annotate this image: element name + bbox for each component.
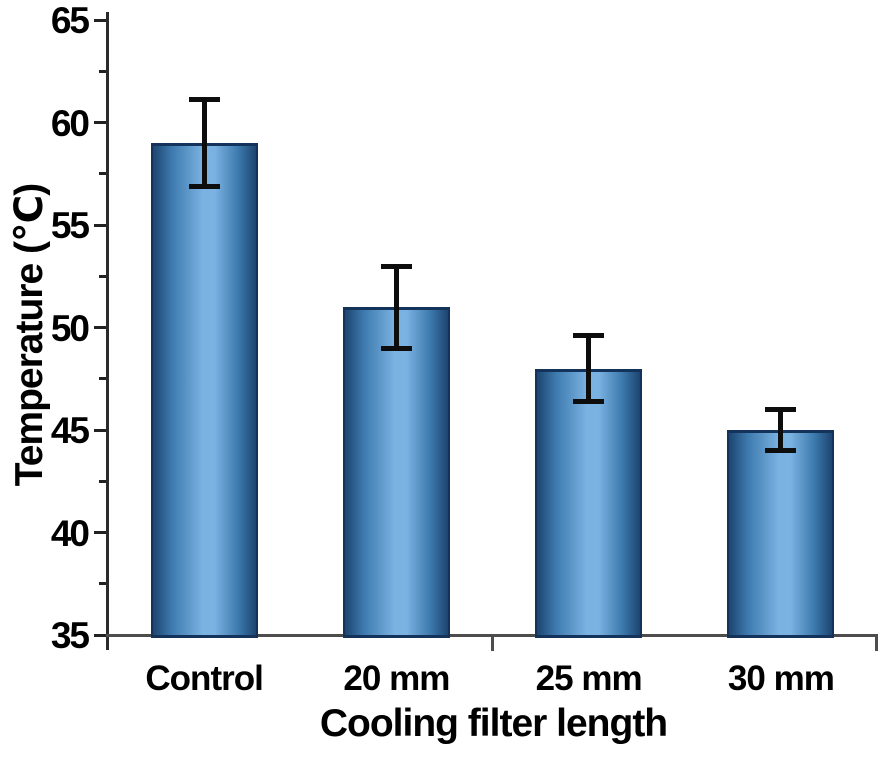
y-major-tick <box>94 18 106 22</box>
x-tick-label-20-mm: 20 mm <box>343 659 450 698</box>
bar-20-mm <box>342 307 450 638</box>
y-major-tick <box>94 121 106 124</box>
x-axis-title: Cooling filter length <box>319 702 668 745</box>
y-tick-label: 45 <box>50 410 90 451</box>
error-bar-cap-top-25-mm <box>573 333 605 339</box>
y-minor-tick <box>99 479 106 483</box>
error-bar-line-20-mm <box>393 266 399 348</box>
y-major-tick <box>94 326 106 329</box>
y-tick-label: 55 <box>50 205 90 246</box>
bar-30-mm <box>727 430 835 638</box>
y-minor-tick <box>99 274 106 278</box>
error-bar-cap-top-control <box>188 97 220 103</box>
y-minor-tick <box>99 582 106 586</box>
y-tick-label: 35 <box>50 615 90 656</box>
y-major-tick <box>94 531 106 534</box>
error-bar-cap-top-20-mm <box>380 263 412 269</box>
y-minor-tick <box>99 172 106 176</box>
x-axis-tick <box>875 635 878 651</box>
y-tick-label: 60 <box>50 102 90 144</box>
y-tick-label: 40 <box>50 512 90 554</box>
bar-25-mm <box>535 368 643 638</box>
x-tick-label-30-mm: 30 mm <box>727 659 835 698</box>
error-bar-line-30-mm <box>778 409 784 451</box>
error-bar-line-25-mm <box>586 335 592 402</box>
y-major-tick <box>94 223 106 227</box>
bar-control <box>150 143 258 638</box>
y-axis-line <box>106 12 109 650</box>
error-bar-cap-bottom-30-mm <box>765 448 797 453</box>
y-minor-tick <box>99 69 106 73</box>
y-tick-label: 50 <box>50 307 90 349</box>
x-axis-tick <box>490 635 494 651</box>
error-bar-cap-bottom-control <box>188 183 220 189</box>
y-major-tick <box>94 633 106 637</box>
error-bar-line-control <box>201 99 207 187</box>
error-bar-cap-bottom-20-mm <box>380 345 412 351</box>
y-major-tick <box>94 428 106 432</box>
error-bar-cap-bottom-25-mm <box>573 398 605 404</box>
x-tick-label-control: Control <box>145 659 263 698</box>
x-tick-label-25-mm: 25 mm <box>535 659 643 698</box>
error-bar-cap-top-30-mm <box>765 407 797 412</box>
y-tick-label: 65 <box>50 0 90 41</box>
y-minor-tick <box>99 377 106 381</box>
